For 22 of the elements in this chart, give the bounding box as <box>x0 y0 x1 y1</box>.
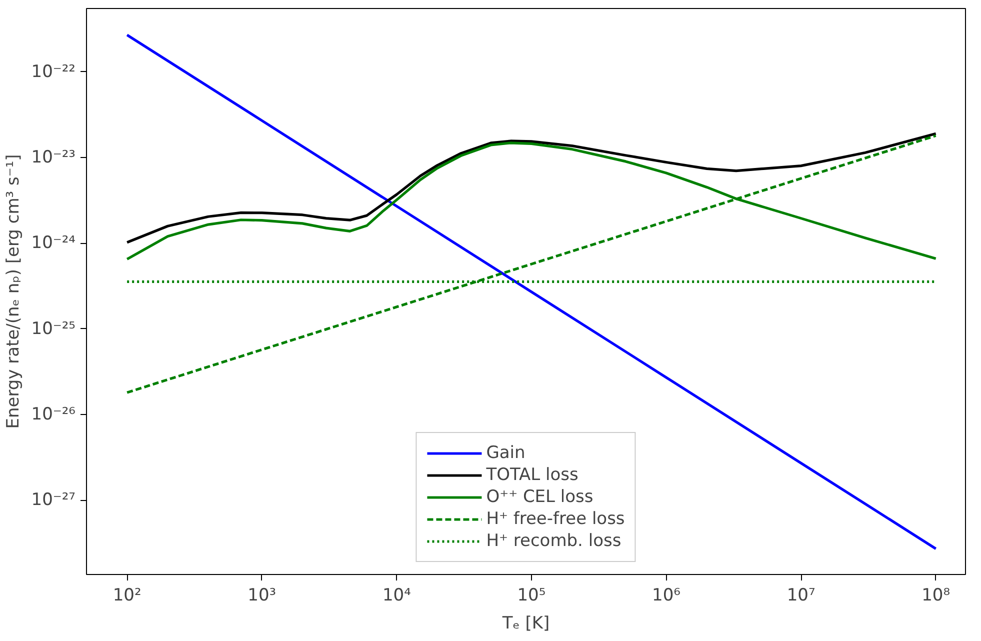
y-tick-label: 10⁻²³ <box>31 148 76 168</box>
legend-label: TOTAL loss <box>486 465 578 485</box>
legend-label: O⁺⁺ CEL loss <box>486 487 594 507</box>
y-tick-label: 10⁻²² <box>31 62 76 82</box>
legend-label: Gain <box>486 443 526 463</box>
legend-label: H⁺ free-free loss <box>486 509 625 529</box>
y-tick-label: 10⁻²⁴ <box>31 233 76 254</box>
x-tick-label: 10³ <box>248 586 276 606</box>
x-tick-label: 10⁵ <box>517 586 546 606</box>
x-tick-label: 10⁷ <box>786 586 816 606</box>
x-axis-title: Tₑ [K] <box>501 614 550 634</box>
x-tick-label: 10⁶ <box>652 586 681 606</box>
y-tick-label: 10⁻²⁶ <box>31 404 76 424</box>
x-tick-label: 10² <box>112 586 142 606</box>
line-series <box>126 34 938 550</box>
legend-label: H⁺ recomb. loss <box>486 531 622 551</box>
line-series <box>126 134 938 394</box>
x-tick-label: 10⁸ <box>922 586 950 606</box>
x-tick-label: 10⁴ <box>382 586 412 606</box>
y-axis-title: Energy rate/(nₑ nₚ) [erg cm³ s⁻¹] <box>3 154 24 429</box>
y-tick-label: 10⁻²⁷ <box>31 490 76 510</box>
y-tick-label: 10⁻²⁵ <box>31 318 76 339</box>
